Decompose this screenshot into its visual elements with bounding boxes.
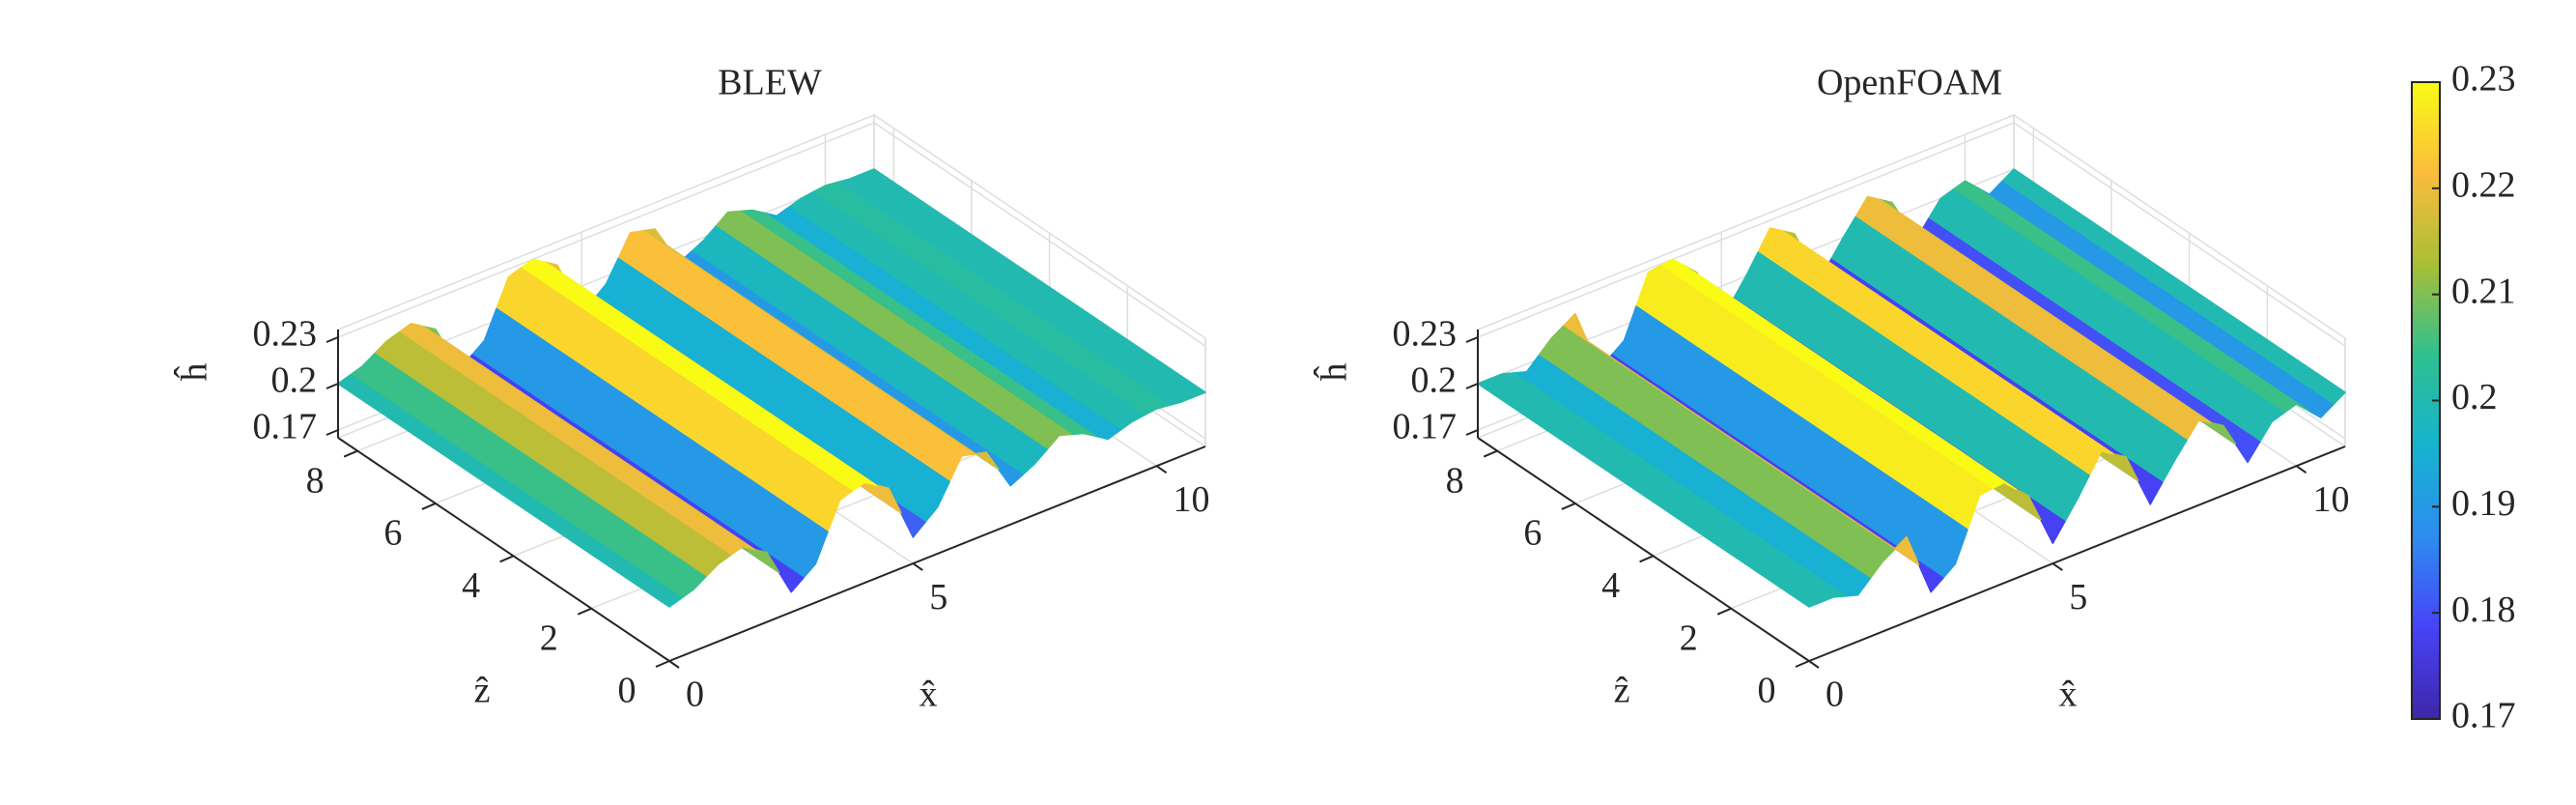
z-tick-label: 6 bbox=[1523, 513, 1542, 554]
z-tick bbox=[343, 449, 358, 458]
grid-line bbox=[337, 122, 1206, 347]
x-axis-label: x̂ bbox=[2059, 675, 2078, 715]
z-axis-label: ẑ bbox=[474, 671, 491, 711]
z-tick-label: 4 bbox=[462, 565, 480, 606]
x-tick-label: 0 bbox=[686, 675, 704, 715]
h-axis-label: ĥ bbox=[174, 363, 215, 382]
z-tick bbox=[1795, 660, 1810, 668]
colorbar-tick-label: 0.22 bbox=[2451, 165, 2516, 206]
z-tick-label: 0 bbox=[1758, 671, 1776, 711]
surface-strip bbox=[1477, 378, 1823, 608]
grid-line bbox=[1477, 122, 2346, 347]
h-tick bbox=[1465, 429, 1479, 436]
h-tick bbox=[326, 336, 339, 343]
z-tick-label: 2 bbox=[540, 618, 558, 658]
z-tick bbox=[1716, 607, 1732, 616]
x-tick-label: 0 bbox=[1826, 675, 1844, 715]
x-axis bbox=[1808, 446, 2346, 662]
colorbar-tick-label: 0.17 bbox=[2451, 696, 2516, 736]
z-axis-label: ẑ bbox=[1614, 671, 1630, 711]
x-tick bbox=[1155, 465, 1168, 474]
colorbar-tick-label: 0.21 bbox=[2451, 271, 2516, 311]
h-tick bbox=[1465, 336, 1479, 343]
x-tick bbox=[2052, 562, 2063, 571]
colorbar-tick-label: 0.23 bbox=[2451, 59, 2516, 100]
z-tick bbox=[655, 660, 670, 668]
x-axis-label: x̂ bbox=[920, 675, 938, 715]
z-tick-label: 6 bbox=[383, 513, 402, 554]
x-tick-label: 10 bbox=[2313, 479, 2350, 520]
z-tick-label: 8 bbox=[1446, 460, 1464, 501]
chart-title: OpenFOAM bbox=[1817, 63, 2002, 103]
z-tick bbox=[1483, 449, 1498, 458]
h-tick-label: 0.2 bbox=[1411, 360, 1458, 401]
h-tick bbox=[326, 429, 339, 436]
h-axis-label: ĥ bbox=[1314, 363, 1355, 382]
z-tick-label: 8 bbox=[306, 460, 325, 501]
colorbar-tick-label: 0.2 bbox=[2451, 377, 2498, 417]
z-tick bbox=[1561, 503, 1576, 510]
z-tick bbox=[577, 607, 592, 616]
x-axis bbox=[668, 446, 1206, 662]
x-tick bbox=[1808, 660, 1820, 669]
h-tick bbox=[326, 383, 339, 389]
x-tick bbox=[668, 660, 680, 669]
x-tick bbox=[2295, 465, 2307, 474]
h-tick-label: 0.2 bbox=[271, 360, 318, 401]
z-tick bbox=[1639, 555, 1654, 563]
surface-strip bbox=[337, 374, 683, 608]
z-tick-label: 2 bbox=[1680, 618, 1698, 658]
z-tick-label: 0 bbox=[618, 671, 637, 711]
h-tick bbox=[1465, 383, 1479, 389]
z-axis bbox=[1477, 437, 1810, 662]
z-axis bbox=[337, 437, 670, 662]
x-tick-label: 10 bbox=[1174, 479, 1210, 520]
chart-title: BLEW bbox=[718, 63, 822, 103]
h-tick-label: 0.23 bbox=[1393, 314, 1458, 355]
h-tick-label: 0.17 bbox=[253, 407, 318, 447]
colorbar-tick-label: 0.19 bbox=[2451, 483, 2516, 524]
x-tick-label: 5 bbox=[929, 577, 948, 618]
h-tick-label: 0.17 bbox=[1393, 407, 1458, 447]
h-tick-label: 0.23 bbox=[253, 314, 318, 355]
z-tick bbox=[499, 555, 514, 563]
z-tick-label: 4 bbox=[1601, 565, 1620, 606]
z-tick bbox=[421, 503, 437, 510]
x-tick-label: 5 bbox=[2069, 577, 2087, 618]
colorbar-tick-label: 0.18 bbox=[2451, 589, 2516, 630]
x-tick bbox=[912, 562, 923, 571]
